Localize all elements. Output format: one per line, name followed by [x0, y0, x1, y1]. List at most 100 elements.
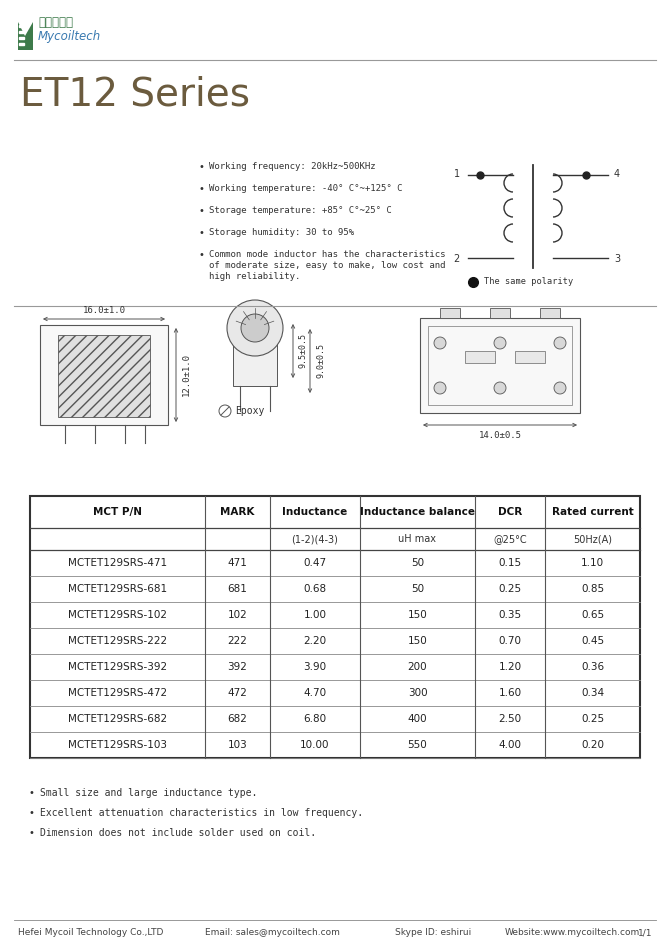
- Text: •: •: [28, 788, 34, 798]
- Bar: [40, 325, 168, 425]
- Text: 3: 3: [614, 254, 620, 264]
- Text: of moderate size, easy to make, low cost and: of moderate size, easy to make, low cost…: [209, 261, 446, 270]
- Text: 4: 4: [614, 169, 620, 179]
- Text: 3.90: 3.90: [304, 662, 326, 672]
- Text: @25°C: @25°C: [493, 534, 527, 544]
- Text: Storage temperature: +85° C°~25° C: Storage temperature: +85° C°~25° C: [209, 206, 392, 215]
- Text: •: •: [198, 206, 204, 216]
- Text: Website:www.mycoiltech.com: Website:www.mycoiltech.com: [505, 928, 641, 937]
- Text: 0.35: 0.35: [498, 610, 521, 620]
- Text: 1.20: 1.20: [498, 662, 521, 672]
- Text: 2.20: 2.20: [304, 636, 326, 646]
- Text: 103: 103: [228, 740, 247, 750]
- Text: 471: 471: [228, 558, 247, 568]
- Text: 472: 472: [228, 688, 247, 698]
- Text: •: •: [198, 184, 204, 194]
- Text: Email: sales@mycoiltech.com: Email: sales@mycoiltech.com: [205, 928, 340, 937]
- Circle shape: [554, 337, 566, 349]
- Circle shape: [494, 382, 506, 394]
- Circle shape: [434, 337, 446, 349]
- Bar: [19, 25, 24, 27]
- Text: 0.68: 0.68: [304, 584, 326, 594]
- Text: 392: 392: [228, 662, 247, 672]
- Text: 2.50: 2.50: [498, 714, 521, 724]
- Text: ET12 Series: ET12 Series: [20, 75, 250, 113]
- Text: 0.36: 0.36: [581, 662, 604, 672]
- Text: 1.10: 1.10: [581, 558, 604, 568]
- Text: Mycoiltech: Mycoiltech: [38, 30, 101, 43]
- Text: 9.0±0.5: 9.0±0.5: [316, 343, 325, 378]
- Bar: [19, 31, 24, 33]
- Text: 2: 2: [454, 254, 460, 264]
- Bar: [30, 496, 640, 758]
- Text: MCTET129SRS-682: MCTET129SRS-682: [68, 714, 167, 724]
- Bar: [490, 308, 510, 318]
- Text: 682: 682: [228, 714, 247, 724]
- Text: 1/1: 1/1: [637, 928, 652, 937]
- Text: MCTET129SRS-471: MCTET129SRS-471: [68, 558, 167, 568]
- Text: MCTET129SRS-681: MCTET129SRS-681: [68, 584, 167, 594]
- Text: •: •: [198, 250, 204, 260]
- Text: MCTET129SRS-222: MCTET129SRS-222: [68, 636, 167, 646]
- Text: 150: 150: [407, 636, 427, 646]
- Text: 0.34: 0.34: [581, 688, 604, 698]
- Text: 0.47: 0.47: [304, 558, 326, 568]
- Text: 222: 222: [228, 636, 247, 646]
- Text: Inductance: Inductance: [282, 507, 348, 517]
- Text: 0.85: 0.85: [581, 584, 604, 594]
- Text: 102: 102: [228, 610, 247, 620]
- Text: 9.5±0.5: 9.5±0.5: [299, 334, 308, 368]
- Bar: [233, 316, 277, 386]
- Text: DCR: DCR: [498, 507, 522, 517]
- Circle shape: [241, 314, 269, 342]
- Text: 150: 150: [407, 610, 427, 620]
- Bar: [428, 326, 572, 405]
- Text: The same polarity: The same polarity: [484, 278, 574, 286]
- Bar: [19, 43, 24, 45]
- Text: Common mode inductor has the characteristics: Common mode inductor has the characteris…: [209, 250, 446, 259]
- Text: Excellent attenuation characteristics in low frequency.: Excellent attenuation characteristics in…: [40, 808, 363, 818]
- Text: MCTET129SRS-392: MCTET129SRS-392: [68, 662, 167, 672]
- Text: 1.60: 1.60: [498, 688, 521, 698]
- Text: 300: 300: [407, 688, 427, 698]
- Text: 0.70: 0.70: [498, 636, 521, 646]
- Text: uH max: uH max: [399, 534, 436, 544]
- Text: Dimension does not include solder used on coil.: Dimension does not include solder used o…: [40, 828, 316, 838]
- Text: Skype ID: eshirui: Skype ID: eshirui: [395, 928, 471, 937]
- Text: high reliability.: high reliability.: [209, 272, 300, 281]
- Text: 0.15: 0.15: [498, 558, 521, 568]
- Circle shape: [494, 337, 506, 349]
- Text: Storage humidity: 30 to 95%: Storage humidity: 30 to 95%: [209, 228, 354, 237]
- Text: 4.00: 4.00: [498, 740, 521, 750]
- Text: 0.25: 0.25: [498, 584, 521, 594]
- Bar: [515, 351, 545, 363]
- Text: 6.80: 6.80: [304, 714, 326, 724]
- Text: MCTET129SRS-102: MCTET129SRS-102: [68, 610, 167, 620]
- Text: 550: 550: [407, 740, 427, 750]
- Text: 16.0±1.0: 16.0±1.0: [82, 306, 125, 315]
- Circle shape: [227, 300, 283, 356]
- Text: 1: 1: [454, 169, 460, 179]
- Text: 200: 200: [407, 662, 427, 672]
- Text: 0.65: 0.65: [581, 610, 604, 620]
- Text: •: •: [28, 808, 34, 818]
- Bar: [440, 308, 460, 318]
- Bar: [19, 37, 24, 39]
- Text: (1-2)(4-3): (1-2)(4-3): [291, 534, 338, 544]
- Bar: [465, 351, 495, 363]
- Text: Epoxy: Epoxy: [235, 406, 265, 416]
- Text: 0.45: 0.45: [581, 636, 604, 646]
- Text: •: •: [198, 228, 204, 238]
- Text: •: •: [28, 828, 34, 838]
- Text: Rated current: Rated current: [551, 507, 633, 517]
- Text: Hefei Mycoil Technology Co.,LTD: Hefei Mycoil Technology Co.,LTD: [18, 928, 163, 937]
- Text: 14.0±0.5: 14.0±0.5: [478, 431, 521, 440]
- Text: 1.00: 1.00: [304, 610, 326, 620]
- Polygon shape: [18, 22, 33, 50]
- Text: 0.20: 0.20: [581, 740, 604, 750]
- Text: 681: 681: [228, 584, 247, 594]
- Text: 0.25: 0.25: [581, 714, 604, 724]
- Text: 4.70: 4.70: [304, 688, 326, 698]
- Text: MCT P/N: MCT P/N: [93, 507, 142, 517]
- Text: Inductance balance: Inductance balance: [360, 507, 475, 517]
